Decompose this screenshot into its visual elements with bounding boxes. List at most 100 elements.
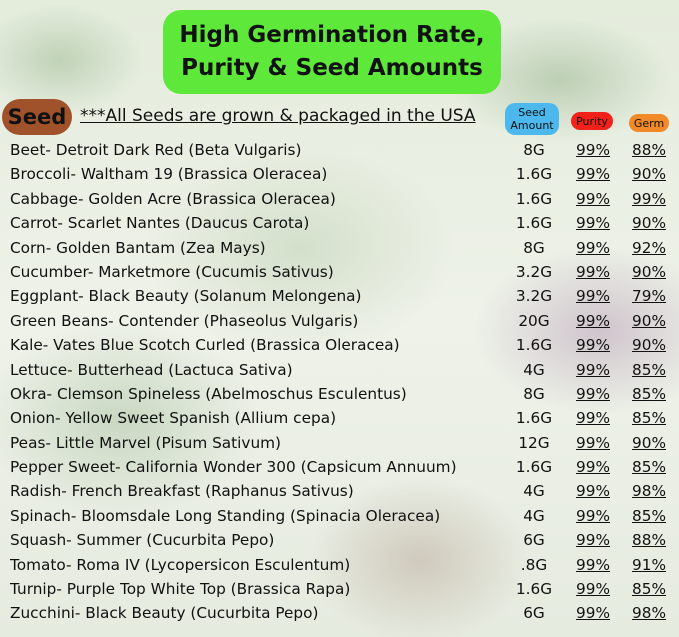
seed-purity: 99% [576, 238, 610, 257]
seed-amount: 8G [523, 238, 545, 257]
seed-purity: 99% [576, 287, 610, 306]
seed-germ: 85% [632, 409, 666, 428]
seed-amount: 4G [523, 360, 545, 379]
table-row: Cucumber- Marketmore (Cucumis Sativus) 3.… [0, 261, 679, 285]
seed-label-badge: Seed [2, 99, 72, 135]
seed-purity: 99% [576, 409, 610, 428]
title-banner: High Germination Rate, Purity & Seed Amo… [163, 10, 501, 94]
table-row: Squash- Summer (Cucurbita Pepo) 6G 99% 88% [0, 529, 679, 553]
table-row: Turnip- Purple Top White Top (Brassica R… [0, 578, 679, 602]
seed-amount-header-line-1: Seed [518, 106, 546, 119]
table-row: Onion- Yellow Sweet Spanish (Allium cepa… [0, 407, 679, 431]
seed-amount: 1.6G [515, 409, 553, 428]
seed-amount: 8G [523, 141, 545, 159]
seed-amount: 3.2G [515, 287, 553, 306]
table-row: Spinach- Bloomsdale Long Standing (Spina… [0, 505, 679, 529]
germ-header: Germ [629, 114, 669, 132]
seed-germ: 90% [632, 214, 666, 233]
seed-name: Zucchini- Black Beauty (Cucurbita Pepo) [10, 604, 319, 623]
seed-purity: 99% [576, 214, 610, 233]
seed-name: Turnip- Purple Top White Top (Brassica R… [10, 580, 351, 599]
table-row: Broccoli- Waltham 19 (Brassica Oleracea)… [0, 163, 679, 187]
seed-name: Cucumber- Marketmore (Cucumis Sativus) [10, 262, 334, 281]
table-row: Okra- Clemson Spineless (Abelmoschus Esc… [0, 383, 679, 407]
seed-amount: 20G [518, 311, 550, 330]
seed-purity: 99% [576, 604, 610, 623]
seed-germ: 88% [632, 531, 666, 550]
seed-name: Carrot- Scarlet Nantes (Daucus Carota) [10, 214, 310, 233]
seed-table: Beet- Detroit Dark Red (Beta Vulgaris) 8G… [0, 139, 679, 627]
seed-purity: 99% [576, 531, 610, 550]
table-row: Green Beans- Contender (Phaseolus Vulgar… [0, 310, 679, 334]
title-line-2: Purity & Seed Amounts [181, 55, 483, 81]
seed-germ: 85% [632, 360, 666, 379]
seed-name: Peas- Little Marvel (Pisum Sativum) [10, 433, 282, 452]
seed-germ: 92% [632, 238, 666, 257]
seed-germ: 85% [632, 580, 666, 599]
seed-germ: 79% [632, 287, 666, 306]
seed-name: Green Beans- Contender (Phaseolus Vulgar… [10, 311, 359, 330]
seed-purity: 99% [576, 262, 610, 281]
table-row: Zucchini- Black Beauty (Cucurbita Pepo) 6… [0, 602, 679, 626]
seed-amount: 6G [523, 531, 545, 550]
table-row: Peas- Little Marvel (Pisum Sativum) 12G 99… [0, 432, 679, 456]
table-row: Lettuce- Butterhead (Lactuca Sativa) 4G 99… [0, 359, 679, 383]
seed-amount: 6G [523, 604, 545, 623]
title-line-1: High Germination Rate, [179, 22, 485, 48]
seed-purity: 99% [576, 141, 610, 159]
seed-purity: 99% [576, 458, 610, 477]
seed-purity: 99% [576, 433, 610, 452]
seed-amount: 1.6G [515, 165, 553, 184]
seed-name: Eggplant- Black Beauty (Solanum Melongen… [10, 287, 362, 306]
seed-purity: 99% [576, 189, 610, 208]
seed-amount: .8G [520, 555, 548, 574]
seed-amount: 4G [523, 482, 545, 501]
seed-name: Radish- French Breakfast (Raphanus Sativ… [10, 482, 354, 501]
seed-name: Onion- Yellow Sweet Spanish (Allium cepa… [10, 409, 337, 428]
seed-germ: 99% [632, 189, 666, 208]
seed-purity: 99% [576, 506, 610, 525]
table-row: Corn- Golden Bantam (Zea Mays) 8G 99% 92% [0, 237, 679, 261]
seed-germ: 91% [632, 555, 666, 574]
seed-name: Lettuce- Butterhead (Lactuca Sativa) [10, 360, 293, 379]
seed-name: Cabbage- Golden Acre (Brassica Oleracea) [10, 189, 336, 208]
seed-purity: 99% [576, 336, 610, 355]
seed-germ: 90% [632, 262, 666, 281]
table-row: Carrot- Scarlet Nantes (Daucus Carota) 1.… [0, 212, 679, 236]
seed-amount: 1.6G [515, 189, 553, 208]
seed-name: Squash- Summer (Cucurbita Pepo) [10, 531, 275, 550]
seed-amount: 3.2G [515, 262, 553, 281]
seed-amount: 1.6G [515, 458, 553, 477]
seed-germ: 90% [632, 433, 666, 452]
table-row: Cabbage- Golden Acre (Brassica Oleracea)… [0, 188, 679, 212]
seed-germ: 90% [632, 165, 666, 184]
seed-germ: 98% [632, 604, 666, 623]
seed-amount: 1.6G [515, 580, 553, 599]
seed-purity: 99% [576, 311, 610, 330]
seed-germ: 85% [632, 384, 666, 403]
seed-purity: 99% [576, 555, 610, 574]
seed-amount: 1.6G [515, 336, 553, 355]
seed-purity: 99% [576, 482, 610, 501]
table-row: Tomato- Roma IV (Lycopersicon Esculentum… [0, 554, 679, 578]
seed-name: Corn- Golden Bantam (Zea Mays) [10, 238, 266, 257]
table-row: Eggplant- Black Beauty (Solanum Melongen… [0, 285, 679, 309]
seed-amount-header: Seed Amount [505, 103, 559, 135]
usa-note: ***All Seeds are grown & packaged in the… [80, 106, 476, 126]
seed-purity: 99% [576, 165, 610, 184]
seed-amount: 12G [518, 433, 550, 452]
seed-purity: 99% [576, 580, 610, 599]
table-row: Beet- Detroit Dark Red (Beta Vulgaris) 8G… [0, 139, 679, 163]
table-row: Pepper Sweet- California Wonder 300 (Cap… [0, 456, 679, 480]
seed-name: Pepper Sweet- California Wonder 300 (Cap… [10, 458, 457, 477]
seed-name: Tomato- Roma IV (Lycopersicon Esculentum… [10, 555, 351, 574]
seed-amount: 8G [523, 384, 545, 403]
seed-name: Kale- Vates Blue Scotch Curled (Brassica… [10, 336, 400, 355]
table-row: Radish- French Breakfast (Raphanus Sativ… [0, 480, 679, 504]
seed-amount: 4G [523, 506, 545, 525]
seed-name: Spinach- Bloomsdale Long Standing (Spina… [10, 506, 441, 525]
seed-purity: 99% [576, 384, 610, 403]
seed-name: Okra- Clemson Spineless (Abelmoschus Esc… [10, 384, 407, 403]
seed-germ: 88% [632, 141, 666, 159]
